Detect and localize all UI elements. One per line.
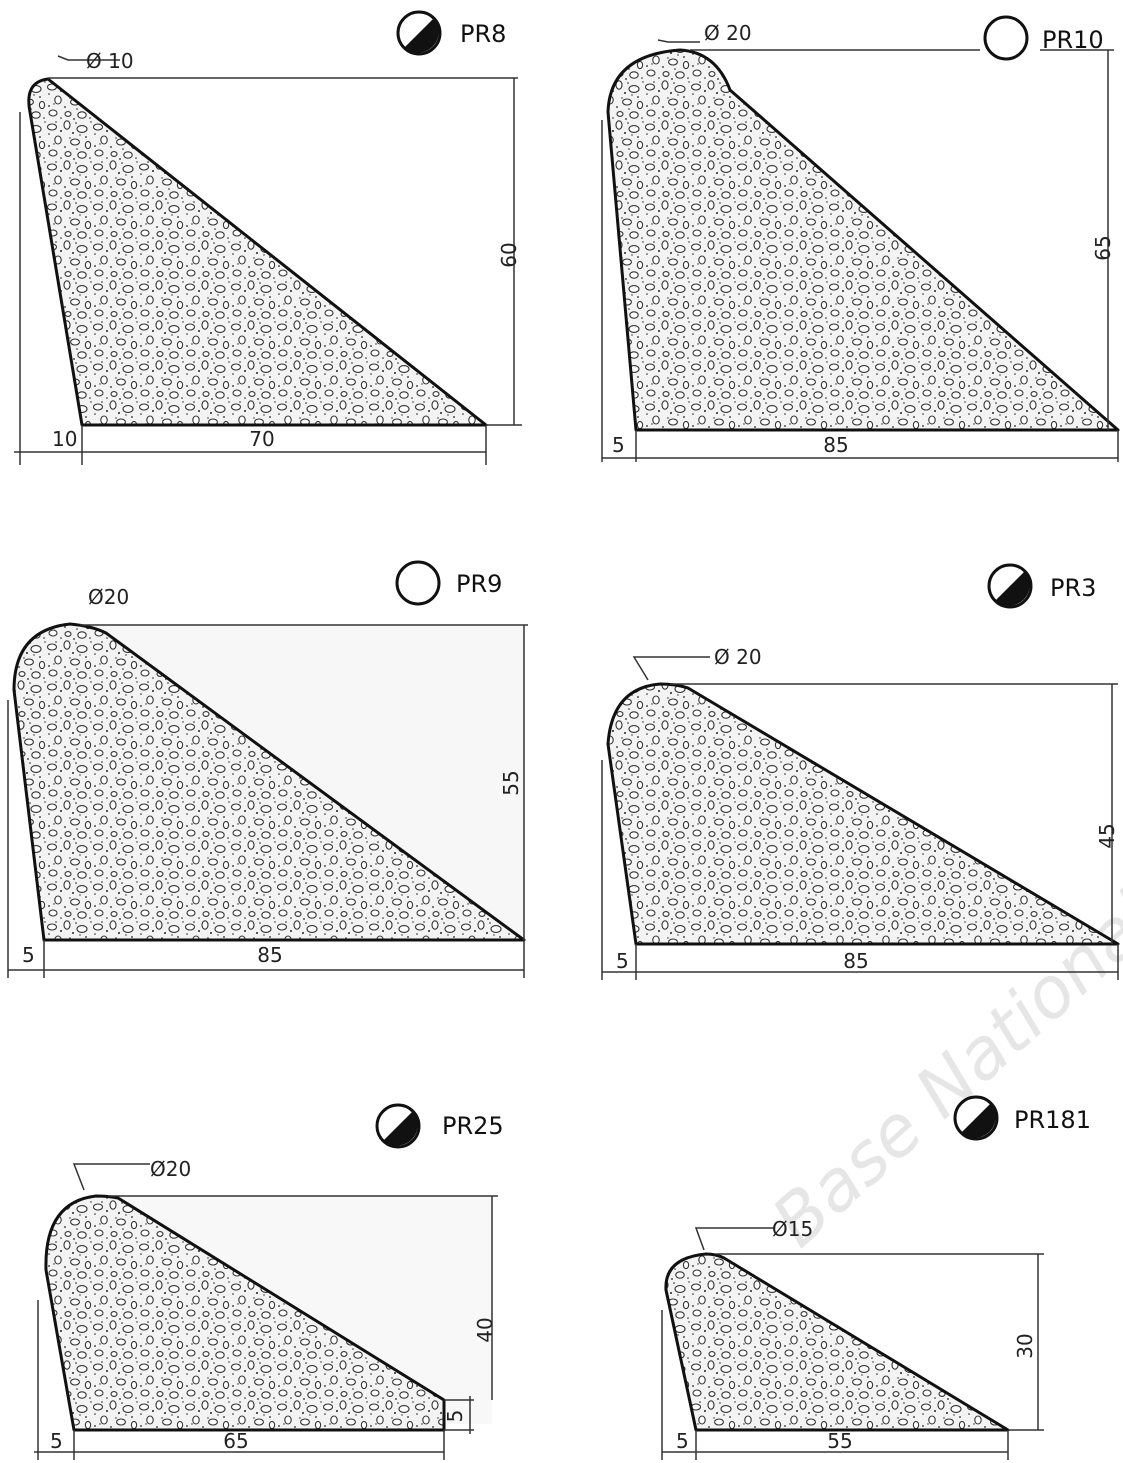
profile-shape (12, 622, 526, 942)
profile-shape (664, 1252, 1010, 1432)
profile-code: PR10 (1042, 26, 1104, 54)
profile-code: PR9 (456, 570, 502, 598)
offset-label: 5 (676, 1429, 689, 1453)
height-label: 55 (499, 770, 523, 795)
dimension-lines (601, 656, 1119, 980)
base-label: 85 (257, 943, 282, 967)
offset-label: 10 (52, 427, 77, 451)
profile-pr25: Ø20 40 5 65 5 PR25 (34, 1103, 504, 1460)
half-filled-circle-icon (987, 563, 1033, 609)
base-label: 85 (823, 433, 848, 457)
profile-pr181: Ø15 30 55 5 PR181 (661, 1095, 1091, 1460)
height-label: 65 (1091, 235, 1115, 260)
half-filled-circle-icon (396, 10, 442, 56)
profile-shape (606, 48, 1120, 432)
offset-label: 5 (22, 943, 35, 967)
base-label: 65 (223, 1429, 248, 1453)
profile-shape (44, 1194, 446, 1432)
profile-code: PR181 (1014, 1106, 1091, 1134)
half-filled-circle-icon (375, 1103, 421, 1149)
profile-code: PR3 (1050, 574, 1096, 602)
base-label: 55 (827, 1429, 852, 1453)
radius-label: Ø15 (772, 1217, 813, 1241)
dimension-lines (7, 624, 528, 978)
height-label: 60 (497, 242, 521, 267)
radius-label: Ø20 (150, 1157, 191, 1181)
empty-circle-icon (983, 15, 1029, 61)
half-filled-circle-icon (953, 1095, 999, 1141)
radius-label: Ø 20 (714, 645, 762, 669)
profile-pr10: Ø 20 65 85 5 PR10 (601, 15, 1120, 462)
radius-label: Ø20 (88, 585, 129, 609)
radius-label: Ø 20 (704, 21, 752, 45)
dimension-lines (661, 1227, 1044, 1460)
tip-label: 5 (443, 1410, 467, 1423)
height-label: 40 (473, 1317, 497, 1342)
profile-code: PR25 (442, 1112, 504, 1140)
profile-pr9: Ø20 55 85 5 PR9 (7, 560, 528, 978)
base-label: 70 (249, 427, 274, 451)
base-label: 85 (843, 949, 868, 973)
profile-shape (27, 77, 488, 427)
offset-label: 5 (612, 433, 625, 457)
profile-pr8: Ø 10 60 70 10 PR8 (14, 10, 522, 465)
profile-pr3: Ø 20 45 85 5 PR3 (601, 563, 1120, 980)
dimension-lines (34, 1163, 498, 1460)
height-label: 30 (1013, 1333, 1037, 1358)
radius-label: Ø 10 (86, 49, 134, 73)
empty-circle-icon (395, 560, 441, 606)
profile-shape (606, 682, 1120, 946)
dimension-lines (601, 39, 1119, 462)
dimension-lines (14, 55, 522, 465)
offset-label: 5 (50, 1429, 63, 1453)
height-label: 45 (1095, 823, 1119, 848)
profile-code: PR8 (460, 20, 506, 48)
offset-label: 5 (616, 949, 629, 973)
